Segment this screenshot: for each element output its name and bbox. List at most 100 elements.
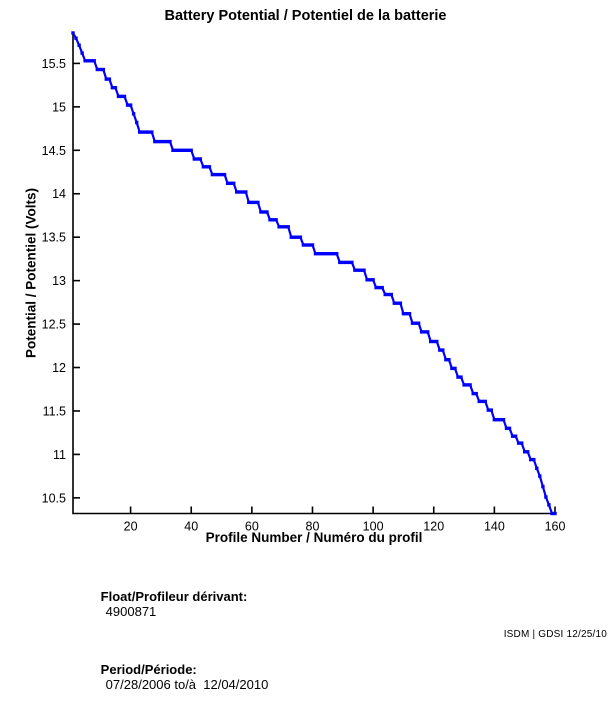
data-point-marker xyxy=(228,181,233,185)
data-point-marker xyxy=(304,243,309,247)
data-point-marker xyxy=(529,457,533,462)
data-point-marker xyxy=(374,285,378,290)
data-point-marker xyxy=(125,103,130,107)
data-point-marker xyxy=(122,94,127,99)
data-point-marker xyxy=(301,243,306,247)
data-point-marker xyxy=(495,418,500,422)
data-point-marker xyxy=(513,434,518,438)
data-point-marker xyxy=(398,301,403,305)
data-point-marker xyxy=(350,260,354,265)
data-point-marker xyxy=(532,457,536,462)
data-point-marker xyxy=(538,474,542,478)
data-point-marker xyxy=(180,148,184,152)
data-point-marker xyxy=(307,243,312,247)
data-point-marker xyxy=(292,235,296,239)
data-point-marker xyxy=(98,67,102,72)
x-tick-label: 100 xyxy=(363,520,384,534)
data-point-marker xyxy=(365,278,369,282)
data-point-marker xyxy=(459,375,463,379)
info-block: Float/Profileur dérivant: 4900871 Period… xyxy=(79,574,269,720)
data-point-marker xyxy=(486,408,490,412)
float-id-line: Float/Profileur dérivant: 4900871 xyxy=(79,574,268,634)
data-point-marker xyxy=(422,330,427,334)
data-point-marker xyxy=(344,260,348,265)
data-point-marker xyxy=(107,77,112,81)
data-point-marker xyxy=(553,511,557,516)
data-point-marker xyxy=(356,268,360,272)
x-tick-label: 120 xyxy=(423,520,444,534)
data-point-marker xyxy=(80,51,84,55)
data-point-marker xyxy=(213,172,218,177)
data-point-markers xyxy=(71,31,557,516)
data-point-marker xyxy=(377,285,381,290)
data-point-marker xyxy=(329,252,333,256)
data-point-marker xyxy=(253,200,257,205)
data-point-marker xyxy=(216,172,221,177)
data-point-marker xyxy=(144,130,148,134)
data-point-marker xyxy=(471,391,475,396)
y-tick-label: 15 xyxy=(52,100,66,114)
data-point-marker xyxy=(407,312,412,316)
data-point-marker xyxy=(150,130,154,134)
data-point-marker xyxy=(547,503,551,507)
data-point-marker xyxy=(516,441,521,445)
data-point-marker xyxy=(113,86,118,90)
data-point-marker xyxy=(316,252,321,256)
data-point-marker xyxy=(319,252,324,256)
y-tick-label: 13.5 xyxy=(42,231,66,245)
data-point-marker xyxy=(504,426,509,430)
data-point-marker xyxy=(332,252,336,256)
data-point-marker xyxy=(89,59,93,63)
data-point-marker xyxy=(274,218,278,222)
data-point-marker xyxy=(383,292,387,297)
y-tick-label: 15.5 xyxy=(42,57,66,71)
data-point-marker xyxy=(204,165,209,169)
x-axis-ticks: 20 40 60 80 100 120 140 160 xyxy=(124,506,565,534)
data-point-marker xyxy=(286,225,290,229)
data-point-marker xyxy=(131,112,136,116)
data-point-marker xyxy=(186,148,190,152)
data-point-marker xyxy=(447,358,451,362)
data-point-marker xyxy=(162,139,166,144)
data-point-marker xyxy=(138,130,142,134)
data-point-marker xyxy=(238,190,242,194)
agency-credit: ISDM | GDSI 12/25/10 xyxy=(503,629,607,640)
data-point-marker xyxy=(259,210,263,214)
data-point-marker xyxy=(225,181,230,185)
data-point-marker xyxy=(450,366,454,371)
data-point-marker xyxy=(310,243,315,247)
data-point-marker xyxy=(86,59,90,63)
data-point-marker xyxy=(141,130,145,134)
y-tick-label: 14 xyxy=(52,187,66,201)
data-point-marker xyxy=(277,225,281,229)
data-point-marker xyxy=(262,210,266,214)
data-point-marker xyxy=(465,383,469,387)
y-axis-ticks: 10.5 11 11.5 12 12.5 13 13.5 14 14.5 15 15.5 xyxy=(42,57,80,505)
data-point-marker xyxy=(429,339,433,344)
data-point-marker xyxy=(325,252,330,256)
data-point-marker xyxy=(222,172,227,177)
data-point-marker xyxy=(92,59,96,63)
data-point-marker xyxy=(183,148,187,152)
data-point-marker xyxy=(268,218,272,222)
data-point-marker xyxy=(289,235,293,239)
data-point-marker xyxy=(171,148,175,152)
data-point-marker xyxy=(232,181,236,185)
data-point-marker xyxy=(235,190,239,194)
data-point-marker xyxy=(156,139,160,144)
data-point-marker xyxy=(468,383,472,387)
float-id-label: Float/Profileur dérivant: xyxy=(100,589,248,604)
data-point-marker xyxy=(313,252,318,256)
data-point-marker xyxy=(544,495,548,499)
data-point-marker xyxy=(501,418,506,422)
data-point-marker xyxy=(119,94,124,99)
x-tick-label: 60 xyxy=(245,520,259,534)
data-point-marker xyxy=(322,252,327,256)
y-tick-label: 12 xyxy=(52,361,66,375)
data-point-marker xyxy=(526,450,530,454)
data-point-marker xyxy=(256,200,260,205)
data-point-marker xyxy=(359,268,363,272)
y-tick-label: 11 xyxy=(53,448,66,462)
data-point-marker xyxy=(265,210,269,214)
data-point-marker xyxy=(483,399,487,404)
